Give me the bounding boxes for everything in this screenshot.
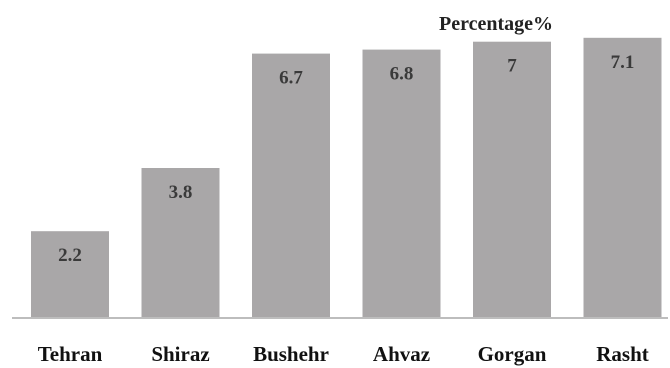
bar-bushehr bbox=[252, 53, 330, 318]
x-tick-label-tehran: Tehran bbox=[38, 342, 103, 366]
bar-tehran bbox=[31, 231, 109, 318]
x-tick-label-rasht: Rasht bbox=[596, 342, 649, 366]
value-label-ahvaz: 6.8 bbox=[390, 64, 414, 85]
bar-ahvaz bbox=[362, 49, 441, 318]
value-label-gorgan: 7 bbox=[507, 56, 517, 77]
value-label-tehran: 2.2 bbox=[58, 245, 82, 266]
value-labels-layer: 2.2 3.8 6.7 6.8 7 7.1 bbox=[58, 52, 634, 266]
x-tick-label-bushehr: Bushehr bbox=[253, 342, 329, 366]
bar-shiraz bbox=[141, 168, 220, 318]
bar-gorgan bbox=[473, 41, 551, 318]
x-tick-label-shiraz: Shiraz bbox=[151, 342, 209, 366]
chart-title: Percentage% bbox=[439, 13, 553, 35]
value-label-rasht: 7.1 bbox=[611, 52, 635, 73]
value-label-bushehr: 6.7 bbox=[279, 68, 303, 89]
value-label-shiraz: 3.8 bbox=[169, 182, 193, 203]
bars-layer bbox=[31, 37, 662, 319]
bar-rasht bbox=[583, 37, 662, 319]
tick-labels-layer: Tehran Shiraz Bushehr Ahvaz Gorgan Rasht bbox=[38, 342, 649, 366]
x-tick-label-gorgan: Gorgan bbox=[478, 342, 547, 366]
x-tick-label-ahvaz: Ahvaz bbox=[373, 342, 430, 366]
